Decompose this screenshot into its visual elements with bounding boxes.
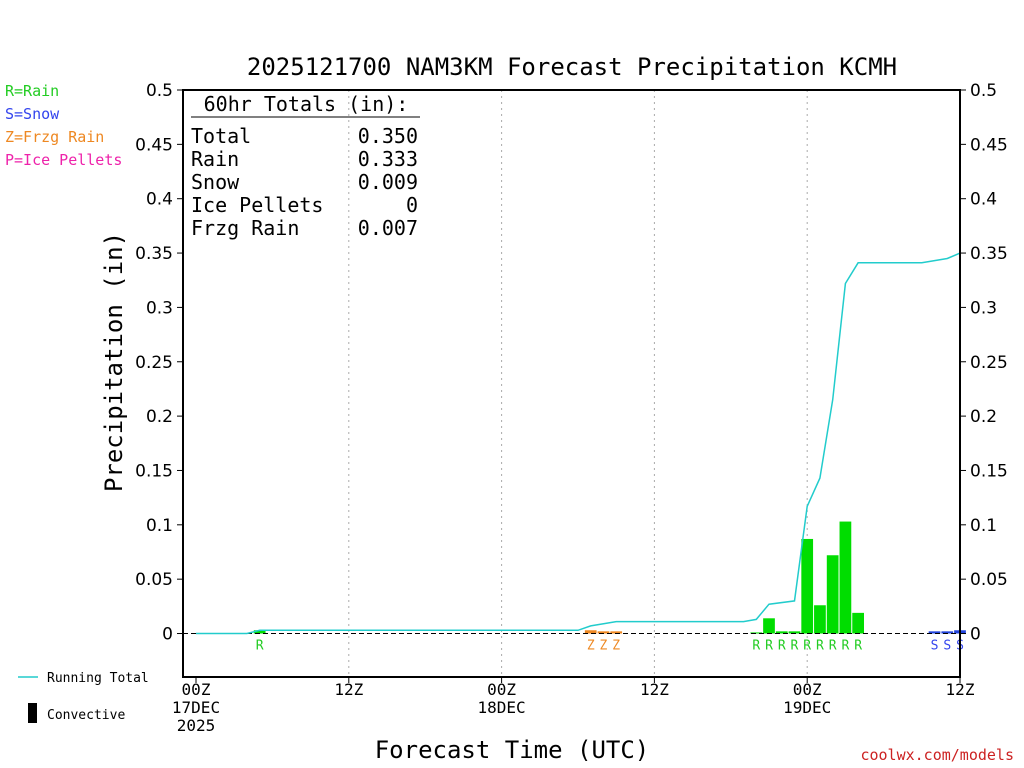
convective-swatch: [28, 703, 37, 723]
x-tick-label: 12Z: [946, 680, 975, 699]
precip-bar: [775, 631, 788, 634]
x-tick-label: 18DEC: [478, 698, 526, 717]
precip-bar: [928, 631, 941, 634]
plot-frame: [182, 89, 961, 678]
y-tick-label-left: 0.45: [135, 135, 173, 155]
y-tick-label-left: 0.15: [135, 461, 173, 481]
precip-bar: [750, 632, 763, 634]
x-tick-label: 12Z: [640, 680, 669, 699]
totals-row-label: Frzg Rain: [191, 216, 299, 240]
precip-type-legend: R=Rain S=Snow Z=Frzg Rain P=Ice Pellets: [5, 82, 122, 169]
precip-type-code: R: [791, 639, 799, 654]
y-tick-label-right: 0.2: [970, 407, 997, 427]
y-tick-label-left: 0.05: [135, 570, 173, 590]
y-tick-label-left: 0.5: [146, 81, 173, 101]
credit-text: coolwx.com/models: [860, 746, 1014, 764]
precip-type-code: R: [803, 639, 811, 654]
x-axis-label: Forecast Time (UTC): [375, 736, 650, 764]
running-total-legend-label: Running Total: [47, 671, 149, 686]
chart-title: 2025121700 NAM3KM Forecast Precipitation…: [247, 53, 897, 81]
precip-type-code: R: [765, 639, 773, 654]
totals-header: 60hr Totals (in):: [204, 92, 409, 116]
y-tick-label-right: 0.5: [970, 81, 997, 101]
precip-type-legend-item: R=Rain: [5, 82, 59, 100]
precip-type-code: R: [816, 639, 824, 654]
precip-type-code: S: [931, 639, 939, 654]
precip-type-code: S: [943, 639, 951, 654]
bottom-legend: Running Total Convective: [18, 671, 149, 723]
y-tick-label-right: 0.05: [970, 570, 1008, 590]
precip-type-code: R: [778, 639, 786, 654]
precip-type-code: R: [256, 639, 264, 654]
precip-bar: [839, 521, 852, 634]
precip-type-legend-item: P=Ice Pellets: [5, 151, 122, 169]
y-tick-label-right: 0: [970, 625, 981, 645]
totals-row-label: Rain: [191, 147, 239, 171]
precip-bar: [852, 612, 864, 634]
y-tick-label-right: 0.35: [970, 244, 1008, 264]
y-tick-label-right: 0.15: [970, 461, 1008, 481]
x-tick-label: 2025: [177, 716, 216, 735]
precip-bar: [584, 630, 597, 634]
precip-type-legend-item: S=Snow: [5, 105, 60, 123]
totals-row-value: 0.333: [358, 147, 418, 171]
precip-bar: [610, 631, 623, 634]
running-total-line: [196, 252, 961, 635]
totals-row-label: Total: [191, 124, 251, 148]
y-axis-label: Precipitation (in): [100, 232, 128, 492]
x-tick-label: 12Z: [334, 680, 363, 699]
precip-type-code: R: [854, 639, 862, 654]
precip-type-code: R: [829, 639, 837, 654]
y-tick-label-right: 0.3: [970, 298, 997, 318]
grid-lines: [348, 90, 808, 677]
y-tick-label-left: 0.1: [146, 516, 173, 536]
y-tick-label-left: 0.3: [146, 298, 173, 318]
precip-type-legend-item: Z=Frzg Rain: [5, 128, 104, 146]
y-tick-label-right: 0.4: [970, 190, 997, 210]
bars-group: [253, 521, 966, 634]
totals-box: 60hr Totals (in): Total 0.350 Rain 0.333 Sno…: [191, 92, 420, 240]
y-tick-label-left: 0.2: [146, 407, 173, 427]
y-tick-label-right: 0.1: [970, 516, 997, 536]
convective-legend-label: Convective: [47, 708, 125, 723]
totals-row-label: Ice Pellets: [191, 193, 323, 217]
precip-type-code: Z: [600, 639, 608, 654]
precip-bar: [801, 538, 814, 634]
y-tick-label-left: 0.4: [146, 190, 173, 210]
x-tick-label: 00Z: [793, 680, 822, 699]
precip-type-code: Z: [587, 639, 595, 654]
precip-type-code: R: [752, 639, 760, 654]
precip-bar: [788, 631, 801, 634]
x-tick-label: 00Z: [182, 680, 211, 699]
y-tick-label-left: 0.25: [135, 353, 173, 373]
precip-type-code: Z: [612, 639, 620, 654]
totals-row-value: 0.007: [358, 216, 418, 240]
x-tick-label: 00Z: [487, 680, 516, 699]
precip-bar: [763, 618, 775, 634]
precip-bar: [253, 630, 266, 634]
precip-type-code: R: [841, 639, 849, 654]
x-tick-label: 19DEC: [783, 698, 831, 717]
precip-bar: [814, 605, 826, 634]
precip-bar: [941, 631, 954, 634]
y-tick-label-left: 0: [162, 625, 173, 645]
y-tick-label-right: 0.45: [970, 135, 1008, 155]
y-tick-label-right: 0.25: [970, 353, 1008, 373]
totals-row-label: Snow: [191, 170, 240, 194]
totals-row-value: 0.350: [358, 124, 418, 148]
precip-bar: [597, 631, 610, 634]
precip-bar: [826, 555, 839, 634]
totals-row-value: 0: [406, 193, 418, 217]
y-tick-label-left: 0.35: [135, 244, 173, 264]
x-tick-label: 17DEC: [172, 698, 220, 717]
y-axis-ticks: 0 0 0.05 0.05 0.1 0.1 0.15 0.15 0.2 0.2 0.25 0.25 0.…: [135, 81, 1008, 645]
totals-row-value: 0.009: [358, 170, 418, 194]
